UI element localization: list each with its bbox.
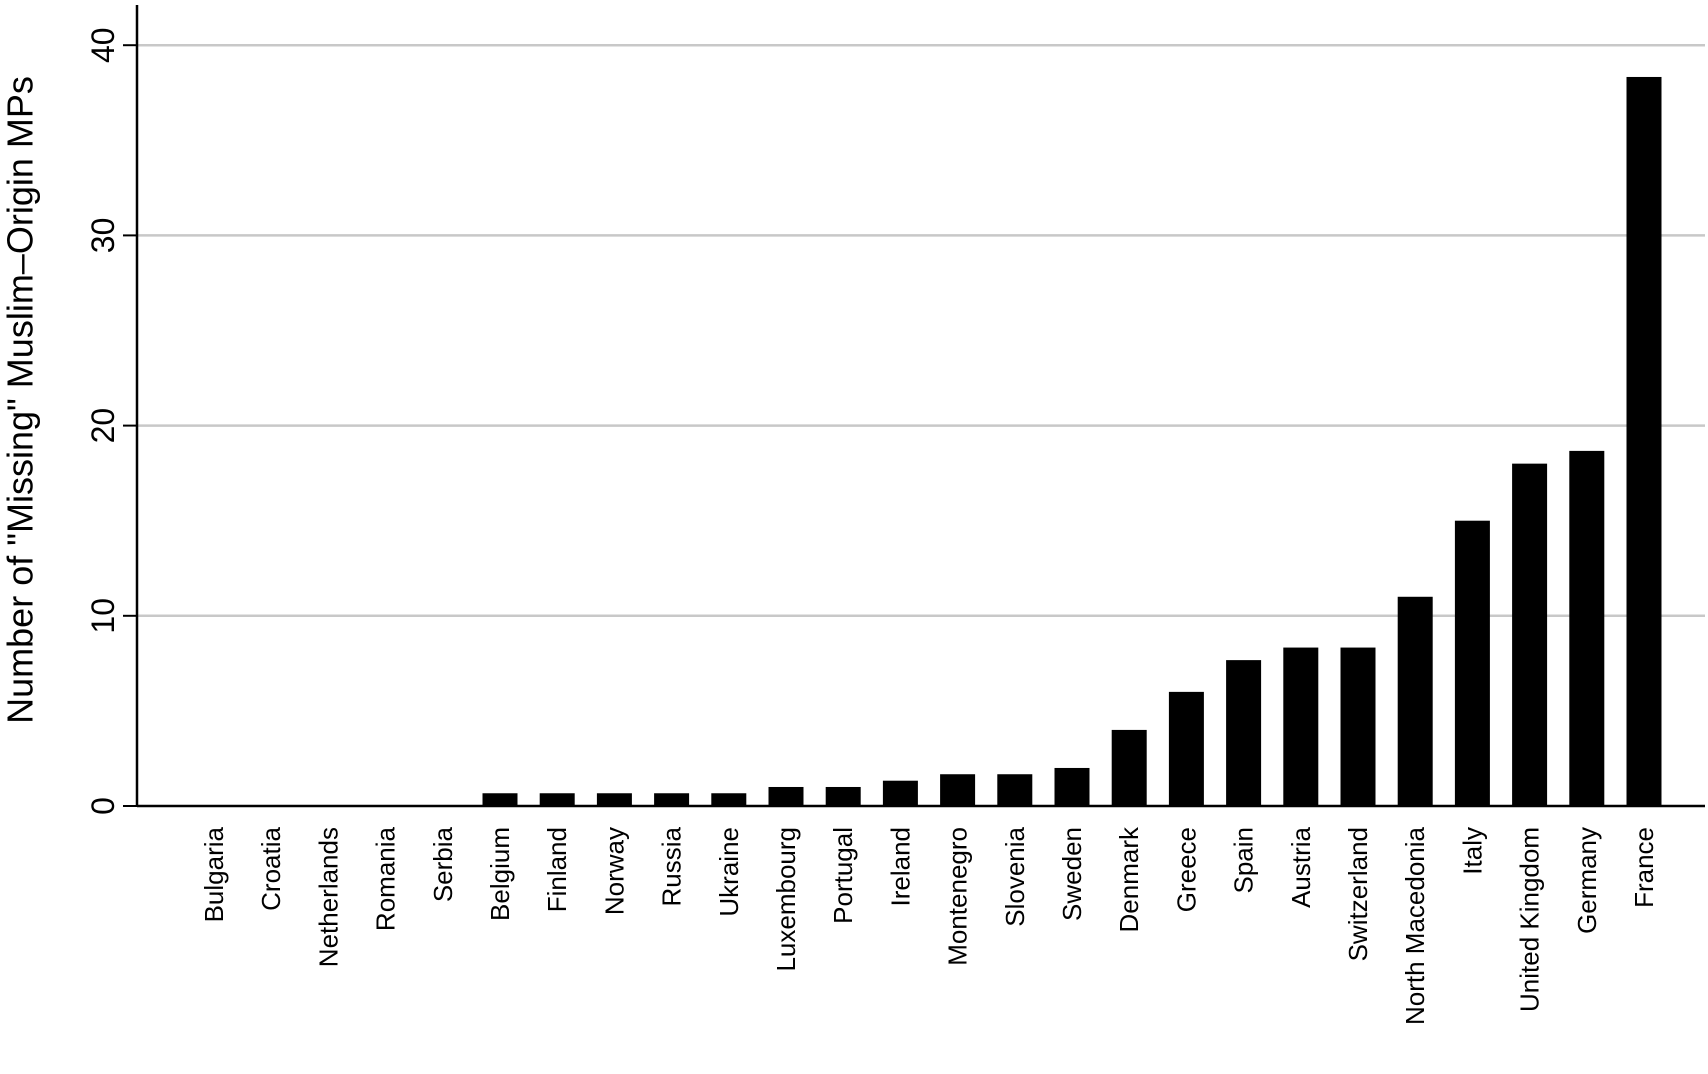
x-tick-label-north-macedonia: North Macedonia (1400, 826, 1430, 1025)
x-tick-label-france: France (1629, 827, 1659, 908)
bar-finland (539, 793, 575, 806)
x-tick-label-russia: Russia (657, 826, 687, 906)
x-tick-label-denmark: Denmark (1114, 826, 1144, 932)
bar-norway (596, 793, 632, 806)
bar-denmark (1111, 729, 1147, 806)
x-tick-label-germany: Germany (1572, 827, 1602, 934)
bar-germany (1569, 450, 1605, 806)
y-tick-label-10: 10 (85, 598, 121, 634)
bar-russia (654, 793, 690, 806)
bar-austria (1283, 647, 1319, 806)
x-tick-label-united-kingdom: United Kingdom (1515, 827, 1545, 1012)
bar-ireland (882, 780, 918, 806)
bar-north-macedonia (1397, 596, 1433, 806)
bar-switzerland (1340, 647, 1376, 806)
x-tick-label-spain: Spain (1229, 827, 1259, 894)
x-tick-label-croatia: Croatia (256, 826, 286, 910)
y-axis-title: Number of "Missing" Muslim–Origin MPs (0, 76, 41, 724)
bar-montenegro (940, 774, 976, 806)
y-tick-label-0: 0 (85, 797, 121, 815)
x-tick-label-luxembourg: Luxembourg (771, 827, 801, 972)
x-tick-label-ireland: Ireland (885, 827, 915, 907)
bar-greece (1168, 691, 1204, 806)
bar-united-kingdom (1512, 463, 1548, 806)
x-tick-label-netherlands: Netherlands (313, 827, 343, 967)
x-tick-label-bulgaria: Bulgaria (199, 826, 229, 922)
y-tick-label-30: 30 (85, 218, 121, 254)
x-tick-label-ukraine: Ukraine (714, 827, 744, 917)
x-tick-label-serbia: Serbia (428, 826, 458, 902)
x-tick-label-norway: Norway (599, 827, 629, 915)
x-tick-label-sweden: Sweden (1057, 827, 1087, 921)
bar-portugal (825, 786, 861, 806)
x-tick-label-austria: Austria (1286, 826, 1316, 907)
bar-sweden (1054, 767, 1090, 806)
x-tick-label-finland: Finland (542, 827, 572, 912)
y-tick-label-20: 20 (85, 408, 121, 444)
x-tick-label-greece: Greece (1171, 827, 1201, 912)
bar-luxembourg (768, 786, 804, 806)
bar-slovenia (997, 774, 1033, 806)
x-tick-label-italy: Italy (1457, 827, 1487, 875)
x-tick-label-portugal: Portugal (828, 827, 858, 924)
y-ticks: 0 10 20 30 40 (85, 27, 137, 815)
bar-france (1626, 76, 1662, 807)
x-tick-label-slovenia: Slovenia (1000, 826, 1030, 926)
gridlines (137, 43, 1705, 618)
x-tick-label-belgium: Belgium (485, 827, 515, 921)
bar-italy (1454, 520, 1490, 806)
axes (135, 5, 1705, 808)
bar-spain (1226, 660, 1262, 806)
x-tick-label-montenegro: Montenegro (943, 827, 973, 966)
bar-belgium (482, 793, 518, 806)
x-tick-label-romania: Romania (371, 826, 401, 931)
y-tick-label-40: 40 (85, 27, 121, 63)
bar-ukraine (711, 793, 747, 806)
bars (482, 76, 1662, 807)
x-tick-labels: Bulgaria Croatia Netherlands Romania Serbia B… (199, 826, 1659, 1025)
x-tick-label-switzerland: Switzerland (1343, 827, 1373, 961)
